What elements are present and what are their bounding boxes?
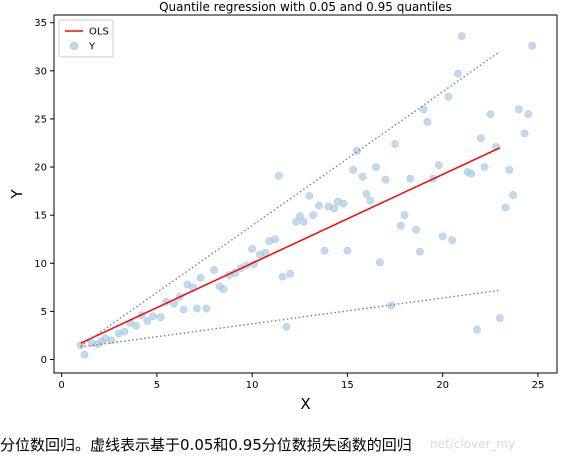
data-point — [271, 235, 279, 244]
data-point — [305, 192, 314, 200]
legend-y-swatch — [70, 42, 78, 50]
data-point — [219, 285, 228, 294]
data-point — [406, 174, 415, 183]
data-point — [444, 92, 453, 101]
data-point — [524, 110, 533, 119]
data-point — [419, 105, 428, 114]
data-point — [423, 117, 432, 126]
data-point — [349, 166, 358, 174]
data-point — [292, 218, 300, 226]
x-tick-label: 20 — [436, 380, 449, 391]
data-point — [274, 171, 283, 180]
y-tick-label: 5 — [41, 307, 47, 318]
x-tick-label: 25 — [532, 380, 545, 391]
data-point — [330, 204, 338, 213]
data-point — [509, 191, 518, 199]
y-tick-label: 30 — [34, 66, 47, 77]
ols-line — [80, 147, 501, 344]
data-point — [381, 175, 390, 184]
data-point — [520, 129, 529, 138]
data-point — [143, 317, 152, 325]
data-point — [192, 304, 201, 313]
data-point — [295, 212, 304, 221]
chart-title: Quantile regression with 0.05 and 0.95 q… — [159, 0, 452, 14]
y-tick-label: 20 — [34, 163, 47, 174]
data-point — [514, 105, 523, 114]
data-point — [282, 322, 291, 331]
data-point — [473, 325, 481, 334]
quantile-line — [80, 289, 500, 348]
data-point — [76, 341, 85, 349]
data-point — [467, 169, 476, 178]
y-axis-label: Y — [8, 189, 26, 200]
data-point — [438, 232, 447, 241]
x-tick-label: 0 — [58, 380, 64, 391]
data-point — [248, 244, 257, 253]
data-point — [358, 172, 367, 181]
data-point — [448, 236, 457, 245]
y-tick-label: 25 — [34, 114, 47, 125]
data-point — [454, 69, 462, 78]
y-tick-label: 15 — [34, 211, 47, 222]
data-point — [366, 196, 375, 205]
data-point — [412, 225, 420, 234]
data-point — [457, 32, 466, 41]
legend-label: OLS — [89, 27, 109, 38]
data-point — [132, 321, 140, 330]
legend-label: Y — [88, 42, 96, 53]
y-tick-label: 10 — [34, 259, 47, 270]
legend: OLS Y — [58, 19, 114, 58]
data-point — [120, 327, 129, 336]
data-point — [353, 146, 361, 155]
data-point — [528, 41, 537, 50]
axis-ticks: 0 5 10 15 20 25 0 5 10 15 20 25 30 35 — [34, 18, 544, 391]
data-point — [400, 211, 409, 220]
watermark-text: net/clover_my — [430, 437, 516, 451]
data-point — [505, 166, 514, 174]
data-point — [375, 258, 384, 267]
quantile-regression-chart: 0 5 10 15 20 25 0 5 10 15 20 25 30 35 Quantile regres… — [8, 0, 558, 413]
data-point — [210, 266, 218, 274]
data-point — [495, 314, 504, 323]
x-axis-label: X — [300, 395, 310, 413]
data-point — [396, 221, 405, 230]
data-point — [80, 350, 89, 359]
data-point — [486, 110, 495, 119]
data-point — [286, 269, 295, 278]
data-point — [343, 246, 352, 255]
x-tick-label: 10 — [246, 380, 259, 391]
data-point — [149, 312, 157, 321]
y-tick-label: 35 — [34, 18, 47, 29]
data-point — [299, 218, 308, 226]
data-point — [314, 201, 323, 210]
data-point — [309, 211, 318, 220]
data-point — [278, 272, 287, 281]
data-point — [179, 305, 188, 314]
plot-area — [53, 14, 558, 374]
y-tick-label: 0 — [41, 355, 47, 366]
x-tick-label: 15 — [341, 380, 354, 391]
data-point — [476, 134, 485, 143]
data-point — [156, 313, 165, 322]
data-point — [320, 246, 329, 255]
data-point — [202, 304, 211, 313]
x-tick-label: 5 — [154, 380, 160, 391]
data-point — [434, 161, 443, 170]
quantile-line — [80, 50, 501, 347]
data-point — [391, 140, 399, 148]
data-point — [339, 199, 348, 208]
data-point — [196, 273, 205, 282]
data-point — [501, 203, 510, 212]
data-point — [362, 190, 371, 198]
data-point — [372, 163, 380, 171]
data-point — [415, 247, 424, 256]
chart-marks — [76, 32, 537, 359]
data-point — [480, 163, 489, 171]
figure-caption: 分位数回归。虚线表示基于0.05和0.95分位数损失函数的回归 — [0, 436, 412, 454]
